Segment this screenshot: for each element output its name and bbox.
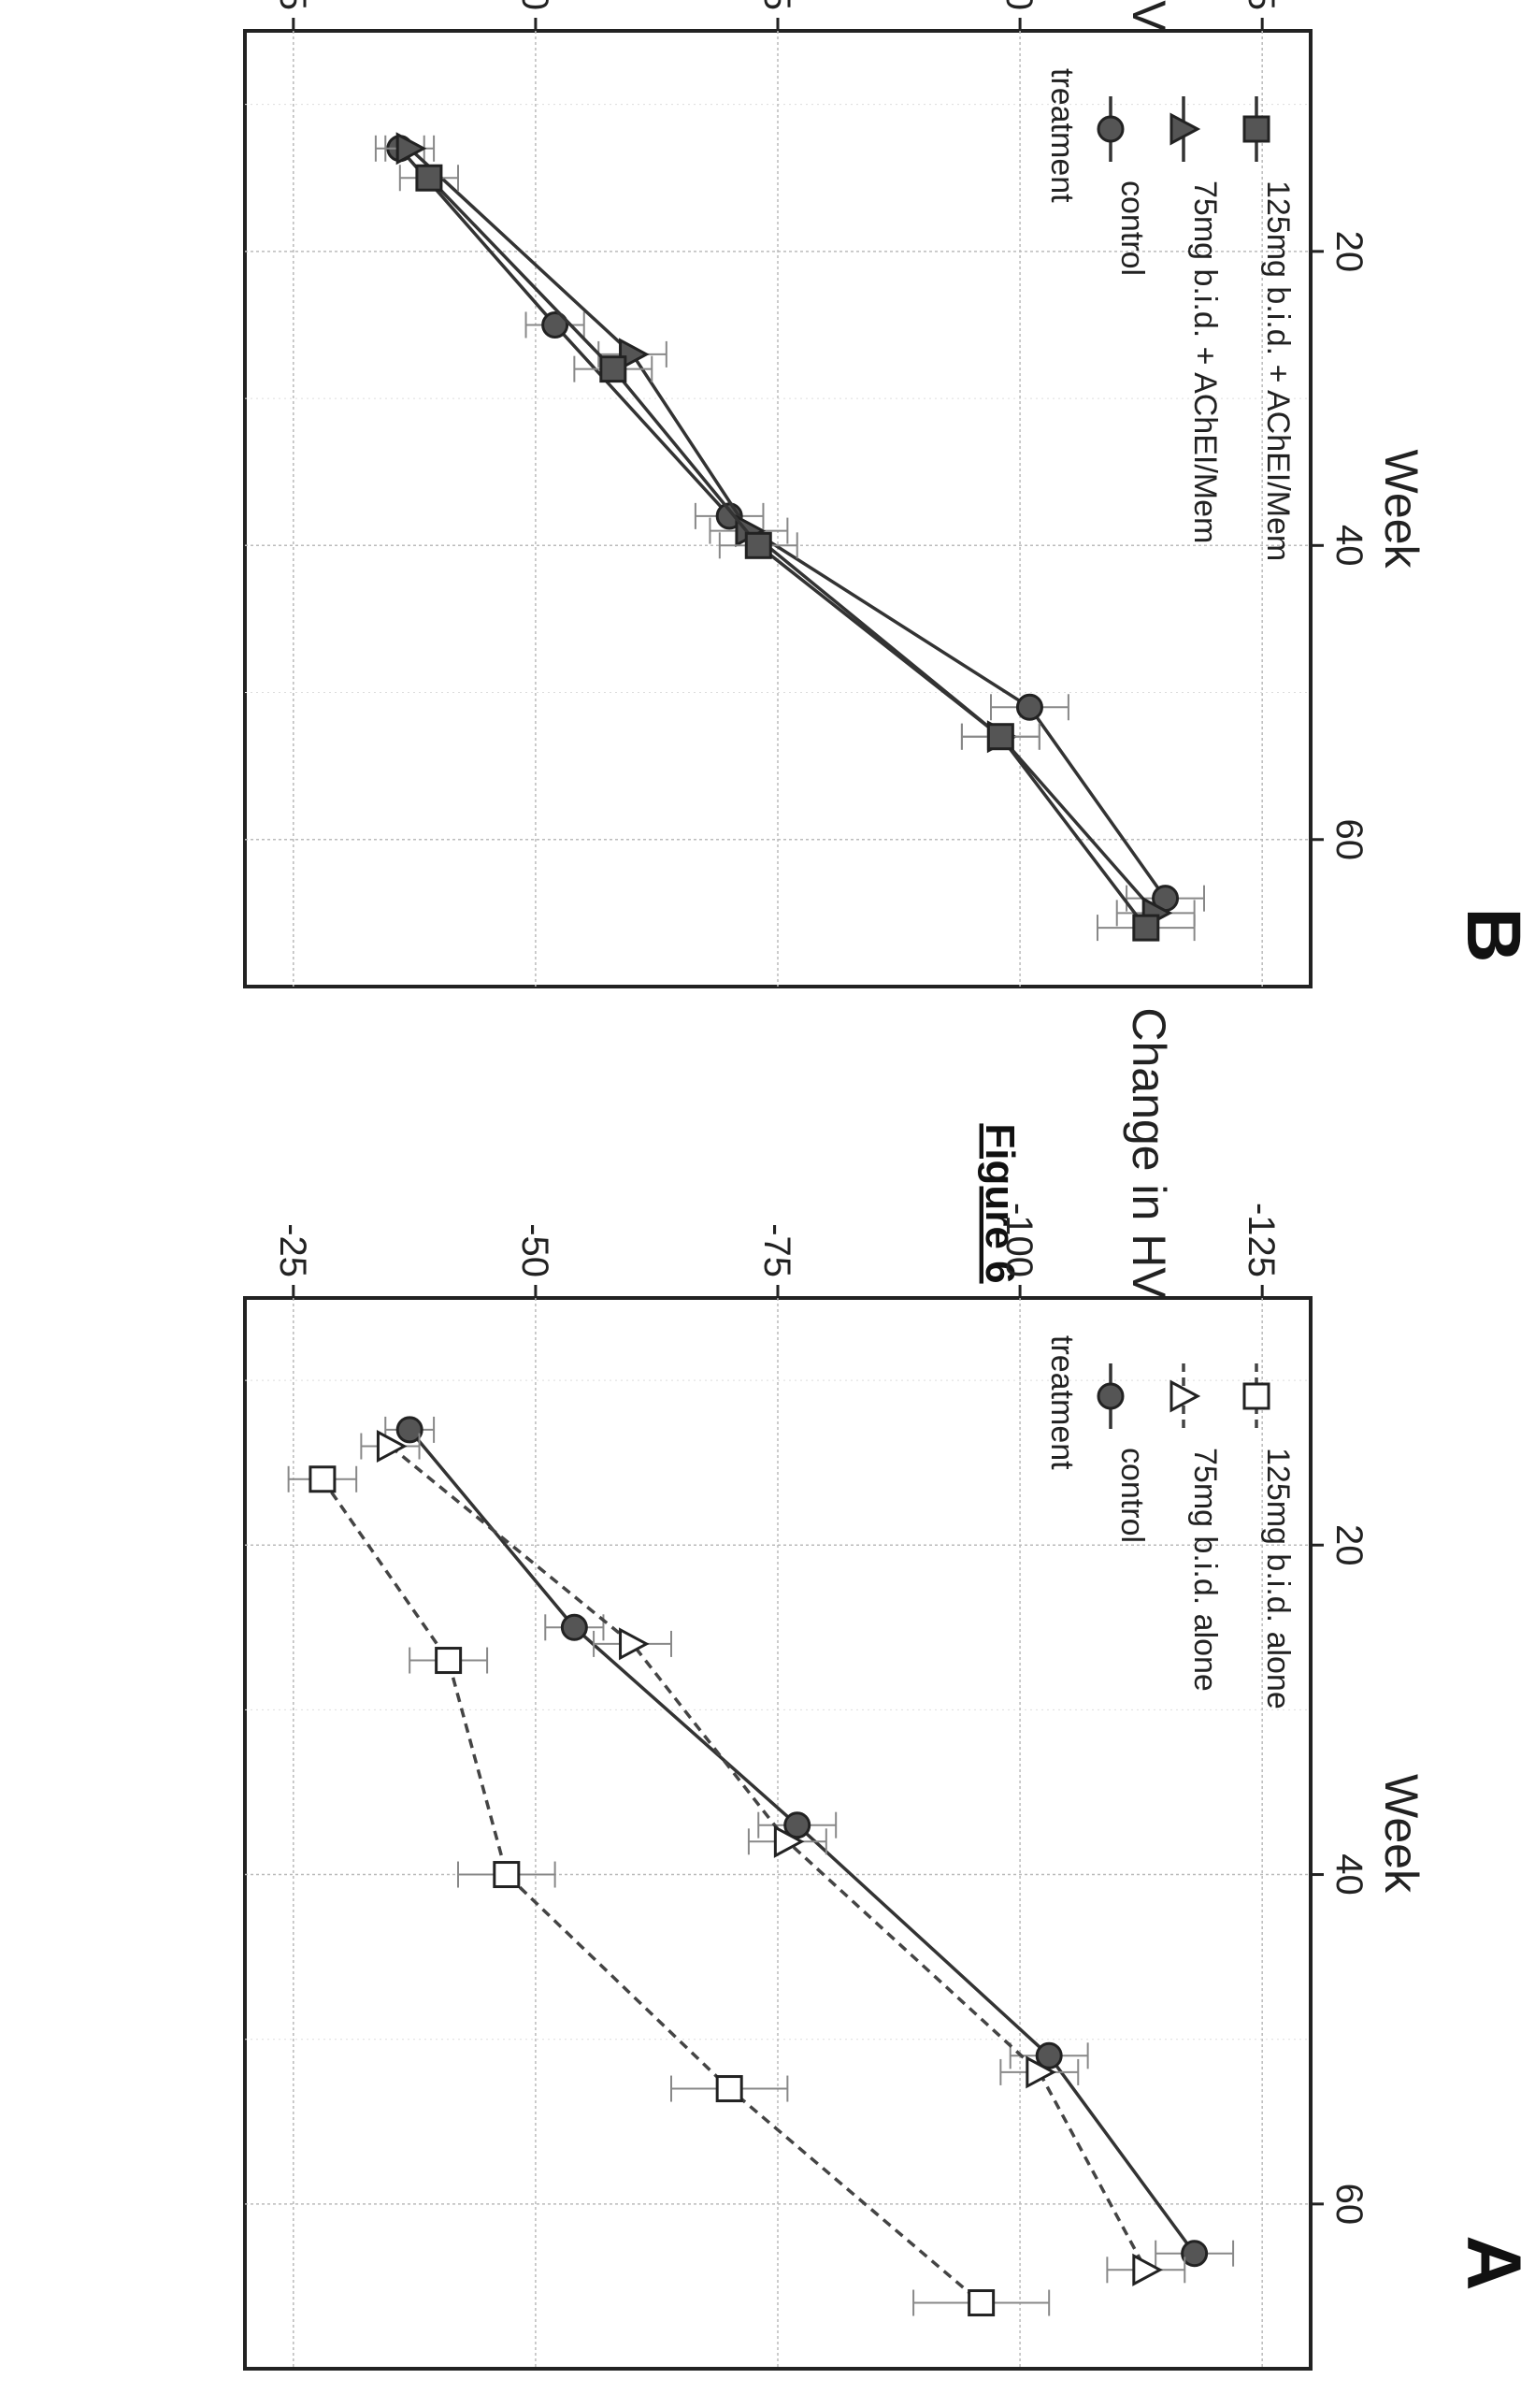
panel-a-y-axis-title: Change in HV: [1123, 1007, 1175, 1299]
panel-a-series-3-point: [493, 1861, 521, 1889]
panel-a-y-tick-label: -75: [756, 1223, 797, 1277]
panel-a-series-2: [360, 1430, 1186, 2286]
panel-a-x-axis-title: Week: [1375, 1774, 1428, 1894]
panel-a-series-3-line: [321, 1478, 983, 2304]
panel-b-series-1-point: [1015, 693, 1043, 721]
figure-title: Figure 6: [977, 1123, 1023, 1283]
panel-b-x-tick-label: 60: [1328, 819, 1370, 861]
panel-a-series-1-point: [783, 1811, 811, 1839]
panel-b-legend-title: treatment: [1044, 68, 1080, 203]
panel-a-series-1-point: [1035, 2041, 1063, 2069]
panel-b-series-3-point: [599, 355, 627, 383]
panel-a-series-3-point: [309, 1465, 337, 1493]
panel-b-series-1-point: [541, 310, 569, 339]
panel-a-y-tick-label: -125: [1241, 1203, 1282, 1277]
panel-b-label: B: [1451, 907, 1521, 962]
panel-a-legend-title: treatment: [1044, 1335, 1080, 1470]
panel-a-legend-entry-2: 75mg b.i.d. alone: [1187, 1448, 1223, 1692]
panel-a-legend-entry-3: 125mg b.i.d. alone: [1260, 1448, 1296, 1709]
panel-a-series-3-point: [968, 2289, 996, 2317]
panel-a-series-2-point: [1026, 2055, 1056, 2089]
panel-a-x-tick-label: 20: [1328, 1524, 1370, 1566]
panel-b-series-3-point: [415, 164, 443, 192]
panel-b-legend-swatch-marker: [1242, 115, 1270, 143]
panel-a-series-2-point: [773, 1824, 805, 1858]
panel-b-legend-swatch-marker: [1169, 112, 1201, 146]
panel-b-series-2-point: [395, 132, 427, 166]
panel-a-legend-swatch-marker: [1169, 1379, 1201, 1413]
panel-b-y-tick-label: -125: [1241, 0, 1282, 10]
panel-b-series-3: [398, 164, 1196, 942]
panel-a-series-3: [287, 1465, 1051, 2317]
panel-a-series-2-point: [619, 1627, 650, 1661]
panel-a-label: A: [1451, 2235, 1521, 2290]
panel-a-legend-swatch-marker: [1242, 1382, 1270, 1410]
panel-b-x-axis-title: Week: [1375, 450, 1428, 570]
panel-b-y-tick-label: -25: [272, 0, 313, 10]
panel-b-x-tick-label: 40: [1328, 525, 1370, 567]
panel-a-series-2-point: [376, 1430, 408, 1464]
panel-b-group: 20 40 60 -25 -50 -75 -100 -125 Week Change in HV B…: [243, 0, 1521, 988]
panel-a-y-tick-label: -50: [514, 1223, 555, 1277]
panel-a-series-1-point: [560, 1613, 588, 1641]
panel-b-y-tick-label: -100: [998, 0, 1040, 10]
panel-b-x-tick-label: 20: [1328, 231, 1370, 273]
panel-a-series-3-point: [715, 2075, 743, 2103]
panel-b-legend-entry-2: 75mg b.i.d. + AChEI/Mem: [1187, 180, 1223, 543]
panel-a-y-tick-label: -25: [272, 1223, 313, 1277]
panel-a-series-1-point: [395, 1416, 423, 1444]
panel-b-legend-swatch-marker: [1097, 115, 1125, 143]
panel-a-series-3-point: [435, 1647, 463, 1675]
panel-b-legend-entry-3: 125mg b.i.d. + AChEI/Mem: [1260, 180, 1296, 561]
panel-b-y-axis-title: Change in HV: [1123, 0, 1175, 32]
panel-a-series-2-point: [1132, 2253, 1163, 2286]
panel-b-y-tick-label: -50: [514, 0, 555, 10]
panel-a-y-tick-label: -100: [998, 1203, 1040, 1277]
panel-a-x-tick-label: 40: [1328, 1853, 1370, 1896]
panel-b-series-3-point: [1132, 914, 1160, 942]
panel-a-legend-swatch-marker: [1097, 1382, 1125, 1410]
panel-a-legend-entry-1: control: [1114, 1448, 1150, 1543]
panel-b-legend-entry-1: control: [1114, 180, 1150, 276]
panel-b-y-tick-label: -75: [756, 0, 797, 10]
panel-a-x-tick-label: 60: [1328, 2184, 1370, 2226]
panel-a-series-1: [384, 1416, 1235, 2268]
panel-a-group: 20 40 60 -25 -50 -75 -100 -125 Week Change in HV A…: [243, 1007, 1521, 2371]
panel-b-series-3-point: [744, 531, 772, 559]
panel-b-series-2-point: [619, 338, 650, 371]
panel-a-series-1-point: [1181, 2240, 1209, 2268]
panel-b-series-3-point: [986, 723, 1014, 751]
